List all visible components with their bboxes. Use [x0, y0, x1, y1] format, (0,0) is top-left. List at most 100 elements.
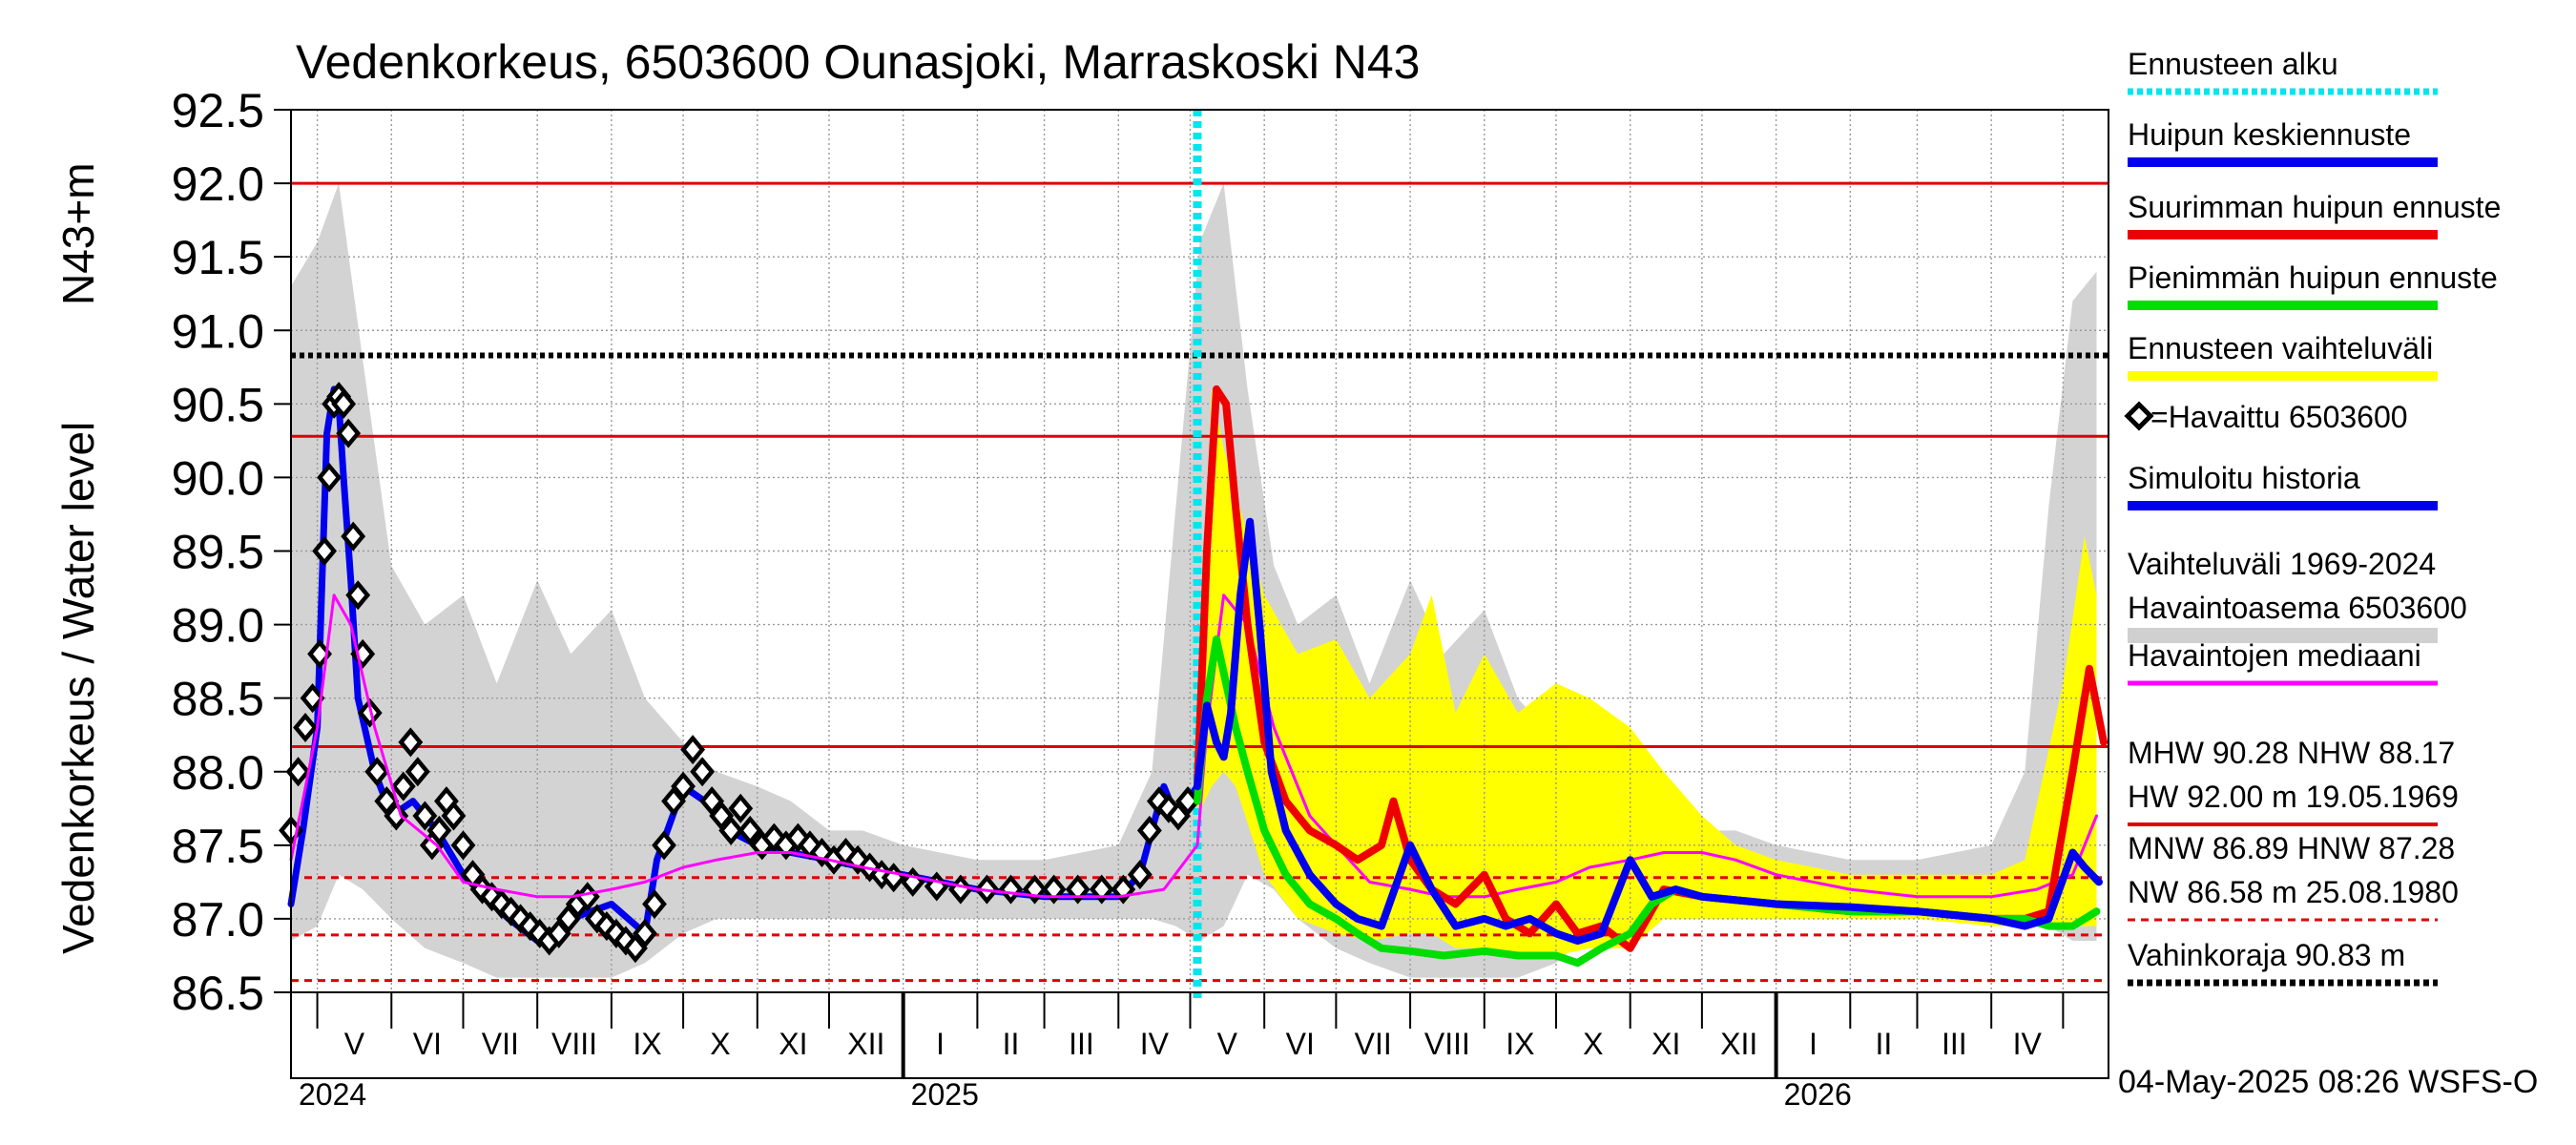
month-label: VIII — [1424, 1027, 1470, 1061]
observed-point — [652, 830, 676, 861]
y-tick-label: 92.5 — [172, 84, 264, 137]
observed-point — [728, 793, 754, 823]
series-line-2 — [289, 593, 2098, 899]
observed-point — [1136, 815, 1162, 845]
observed-point — [690, 757, 716, 787]
observed-point — [405, 757, 430, 787]
month-label: XI — [1652, 1027, 1680, 1061]
y-tick-label: 87.5 — [172, 820, 264, 873]
month-label: IV — [2013, 1027, 2043, 1061]
forecast-range-band — [1197, 388, 2097, 956]
legend-label-2: Suurimman huipun ennuste — [2128, 190, 2501, 224]
observed-point — [1065, 874, 1091, 905]
observed-point — [718, 815, 744, 845]
observed-point — [312, 535, 338, 567]
observed-point — [1041, 874, 1067, 905]
month-label: XII — [1720, 1027, 1757, 1061]
observed-point — [1127, 860, 1153, 890]
y-tick-label: 88.0 — [172, 746, 264, 800]
legend-observed-marker — [2124, 401, 2154, 431]
y-tick-label: 89.5 — [172, 526, 264, 579]
observed-point — [293, 712, 318, 743]
observed-point — [331, 388, 357, 419]
year-label: 2026 — [1784, 1077, 1852, 1112]
observed-point — [680, 735, 706, 765]
month-label: III — [1069, 1027, 1094, 1061]
legend-label2-10: NW 86.58 m 25.08.1980 — [2128, 875, 2459, 909]
axes: 86.5 87.0 87.5 88.0 88.5 89.0 89.5 90.0 90.5 91.0… — [172, 84, 2109, 1112]
legend-label-1: Huipun keskiennuste — [2128, 117, 2411, 152]
month-label: I — [936, 1027, 945, 1061]
month-label: VI — [413, 1027, 442, 1061]
legend-label-0: Ennusteen alku — [2128, 47, 2338, 81]
observed-point — [364, 757, 390, 787]
y-tick-label: 90.0 — [172, 451, 264, 505]
observed-point — [341, 521, 366, 552]
month-label: III — [1942, 1027, 1967, 1061]
observed-point — [317, 462, 343, 492]
legend-label-4: Ennusteen vaihteluväli — [2128, 331, 2433, 365]
y-tick-label: 90.5 — [172, 378, 264, 431]
month-label: X — [1583, 1027, 1603, 1061]
month-label: XII — [847, 1027, 884, 1061]
y-axis-unit: N43+m — [53, 162, 103, 305]
month-label: X — [710, 1027, 730, 1061]
legend-label-3: Pienimmän huipun ennuste — [2128, 260, 2498, 295]
plot-area — [279, 109, 2109, 1002]
y-tick-label: 87.0 — [172, 893, 264, 947]
series-line-5 — [1194, 517, 2103, 945]
y-tick-label: 91.0 — [172, 304, 264, 358]
observed-point — [1089, 874, 1114, 905]
y-tick-label: 86.5 — [172, 967, 264, 1020]
legend-label-11: Vahinkoraja 90.83 m — [2128, 938, 2405, 972]
observed-point — [384, 801, 409, 831]
month-label: IV — [1140, 1027, 1170, 1061]
legend-label-8: Havaintojen mediaani — [2128, 638, 2421, 673]
y-tick-label: 91.5 — [172, 231, 264, 284]
month-label: VII — [482, 1027, 519, 1061]
legend-label-9: MHW 90.28 NHW 88.17 — [2128, 736, 2455, 770]
observed-point — [390, 771, 416, 802]
month-label: IX — [1506, 1027, 1534, 1061]
observed-point — [441, 801, 467, 831]
observed-point — [300, 683, 325, 714]
month-label: II — [1003, 1027, 1020, 1061]
observed-point — [412, 801, 438, 831]
month-label: V — [1217, 1027, 1238, 1061]
year-label: 2025 — [911, 1077, 979, 1112]
legend-label2-9: HW 92.00 m 19.05.1969 — [2128, 780, 2459, 814]
year-label: 2024 — [299, 1077, 366, 1112]
observed-point — [398, 727, 424, 758]
legend: Ennusteen alku Huipun keskiennuste Suurimm… — [2124, 47, 2501, 987]
observed-point — [671, 771, 696, 802]
chart-title: Vedenkorkeus, 6503600 Ounasjoki, Marrask… — [296, 35, 1420, 89]
month-label: VIII — [551, 1027, 597, 1061]
observed-point — [426, 815, 452, 845]
observed-point — [450, 830, 476, 861]
plot-frame — [290, 109, 2109, 1079]
legend-label-10: MNW 86.89 HNW 87.28 — [2128, 831, 2455, 865]
observed-point — [737, 815, 763, 845]
month-label: I — [1809, 1027, 1818, 1061]
month-label: XI — [779, 1027, 807, 1061]
legend-label-5: =Havaittu 6503600 — [2150, 400, 2408, 434]
month-label: IX — [633, 1027, 661, 1061]
observed-point — [633, 918, 657, 948]
observed-point — [336, 418, 362, 448]
legend-label2-7: Havaintoasema 6503600 — [2128, 591, 2467, 625]
y-tick-label: 92.0 — [172, 157, 264, 211]
y-tick-label: 88.5 — [172, 673, 264, 726]
y-axis-label: Vedenkorkeus / Water level — [53, 422, 103, 954]
month-label: VII — [1355, 1027, 1392, 1061]
observed-point — [998, 874, 1024, 905]
month-label: VI — [1286, 1027, 1315, 1061]
observed-point — [642, 888, 667, 920]
legend-label-7: Vaihteluväli 1969-2024 — [2128, 547, 2436, 581]
y-tick-label: 89.0 — [172, 599, 264, 653]
month-label: II — [1875, 1027, 1892, 1061]
legend-label-6: Simuloitu historia — [2128, 461, 2360, 495]
observed-point — [345, 580, 371, 611]
month-label: V — [344, 1027, 365, 1061]
footer-timestamp: 04-May-2025 08:26 WSFS-O — [2118, 1064, 2538, 1100]
